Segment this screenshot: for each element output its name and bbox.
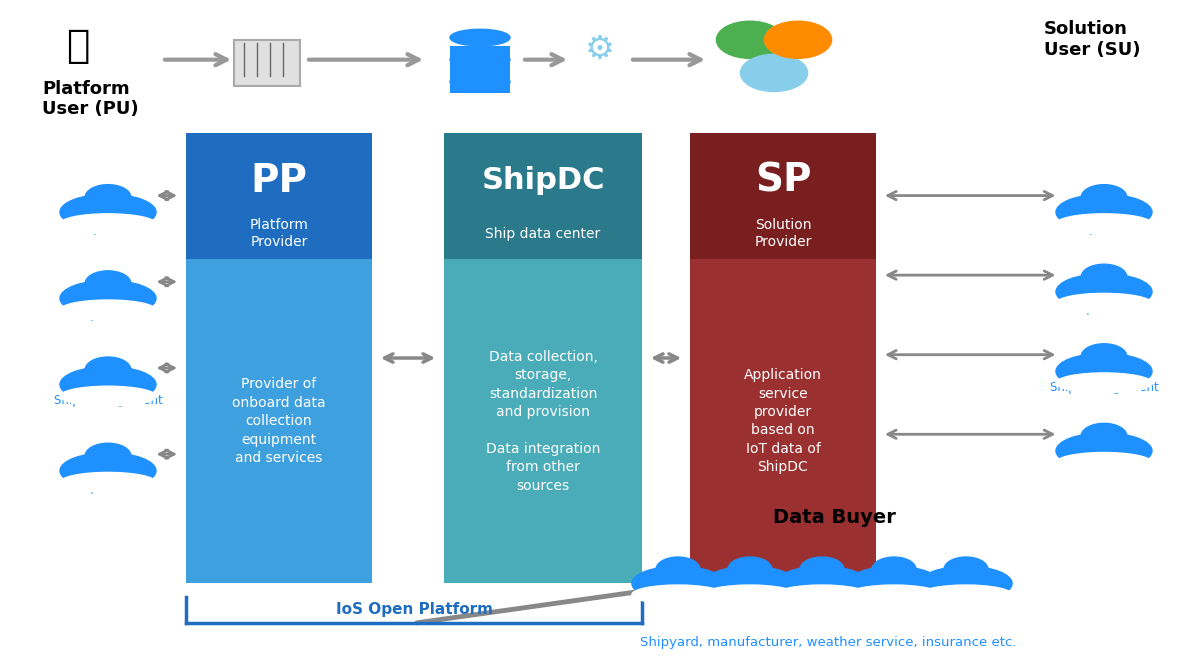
Text: Platform
Provider: Platform Provider [250, 219, 308, 249]
Ellipse shape [776, 585, 868, 604]
Ellipse shape [632, 585, 724, 604]
Ellipse shape [848, 585, 940, 604]
Ellipse shape [632, 566, 724, 601]
Ellipse shape [1056, 373, 1152, 392]
Ellipse shape [60, 300, 156, 320]
Circle shape [1081, 424, 1127, 449]
FancyBboxPatch shape [234, 40, 300, 86]
FancyBboxPatch shape [186, 259, 372, 583]
Ellipse shape [1056, 293, 1152, 313]
Ellipse shape [60, 453, 156, 489]
Text: Operator: Operator [82, 308, 134, 322]
Ellipse shape [60, 280, 156, 316]
Circle shape [764, 21, 832, 58]
Ellipse shape [1056, 194, 1152, 230]
Ellipse shape [1056, 213, 1152, 233]
Ellipse shape [920, 566, 1012, 601]
Ellipse shape [60, 386, 156, 406]
Circle shape [1081, 185, 1127, 210]
Ellipse shape [848, 566, 940, 601]
Ellipse shape [776, 566, 868, 601]
Text: Ship owner: Ship owner [74, 222, 142, 235]
Ellipse shape [60, 473, 156, 493]
Text: 🚢: 🚢 [66, 27, 90, 66]
Circle shape [800, 557, 844, 581]
Circle shape [85, 271, 131, 296]
Circle shape [85, 185, 131, 210]
Circle shape [944, 557, 988, 581]
Text: ShipDC: ShipDC [481, 166, 605, 195]
Text: SP: SP [755, 162, 811, 200]
Ellipse shape [1056, 453, 1152, 473]
Text: Solution
User (SU): Solution User (SU) [1044, 20, 1140, 59]
Ellipse shape [1056, 274, 1152, 310]
Ellipse shape [60, 213, 156, 233]
Circle shape [728, 557, 772, 581]
Circle shape [1081, 265, 1127, 289]
Text: Ship owner: Ship owner [1072, 222, 1138, 235]
Text: PP: PP [251, 162, 307, 200]
Circle shape [656, 557, 700, 581]
Text: Ship management: Ship management [54, 394, 162, 408]
Text: Shipyard, manufacturer, weather service, insurance etc.: Shipyard, manufacturer, weather service,… [640, 636, 1016, 650]
Text: Ship management: Ship management [1050, 381, 1158, 394]
Text: Data Buyer: Data Buyer [773, 508, 895, 526]
Circle shape [1081, 343, 1127, 369]
FancyBboxPatch shape [690, 133, 876, 259]
Circle shape [716, 21, 784, 58]
Ellipse shape [450, 29, 510, 46]
Text: Application
service
provider
based on
IoT data of
ShipDC: Application service provider based on Io… [744, 368, 822, 474]
Circle shape [85, 357, 131, 382]
Text: Ship data center: Ship data center [485, 227, 601, 241]
Circle shape [740, 54, 808, 91]
Ellipse shape [450, 52, 510, 68]
Text: Crew: Crew [1090, 461, 1118, 474]
Text: Platform
User (PU): Platform User (PU) [42, 80, 139, 119]
Text: Data collection,
storage,
standardization
and provision

Data integration
from o: Data collection, storage, standardizatio… [486, 350, 600, 493]
Circle shape [872, 557, 916, 581]
Ellipse shape [920, 585, 1012, 604]
FancyBboxPatch shape [444, 133, 642, 259]
Circle shape [85, 444, 131, 468]
Text: Provider of
onboard data
collection
equipment
and services: Provider of onboard data collection equi… [232, 377, 326, 465]
Ellipse shape [60, 194, 156, 230]
FancyBboxPatch shape [186, 133, 372, 259]
Text: Operator: Operator [1078, 302, 1130, 315]
FancyBboxPatch shape [450, 46, 510, 93]
Text: Operator: Operator [82, 481, 134, 494]
Ellipse shape [1056, 353, 1152, 389]
Text: ⚙: ⚙ [586, 33, 614, 66]
FancyBboxPatch shape [444, 259, 642, 583]
Ellipse shape [704, 566, 796, 601]
Ellipse shape [1056, 433, 1152, 469]
Text: Solution
Provider: Solution Provider [755, 219, 811, 249]
FancyBboxPatch shape [690, 259, 876, 583]
Ellipse shape [60, 367, 156, 402]
Ellipse shape [450, 74, 510, 90]
Text: IoS Open Platform: IoS Open Platform [336, 603, 492, 617]
Ellipse shape [704, 585, 796, 604]
